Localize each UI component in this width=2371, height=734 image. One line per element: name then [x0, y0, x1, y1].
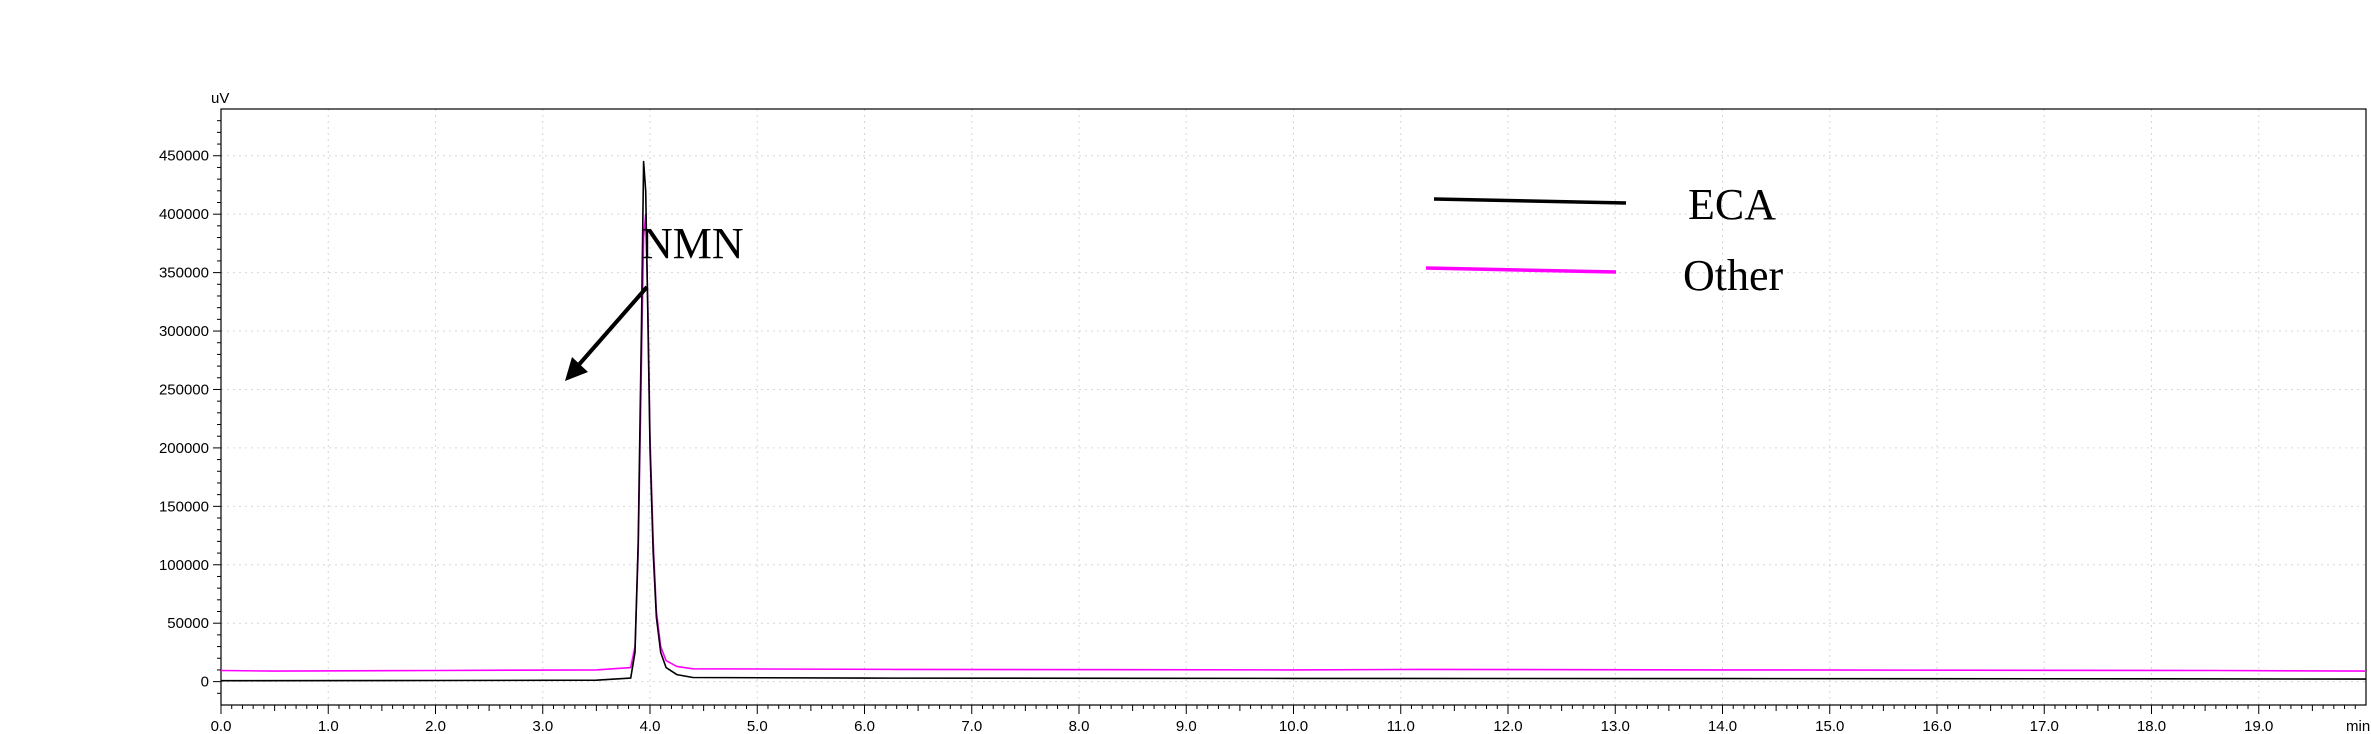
legend-swatch-eca	[1433, 197, 1627, 205]
arrowhead-icon	[565, 357, 588, 381]
x-tick-label: 18.0	[2137, 718, 2166, 734]
series-layer	[220, 160, 2367, 682]
x-unit-label: min	[2346, 718, 2370, 734]
plot-frame	[220, 108, 2367, 706]
legend-label-other: Other	[1683, 251, 1784, 300]
x-tick-label: 5.0	[747, 718, 768, 734]
series-line-eca	[220, 160, 2367, 682]
y-tick-label: 450000	[159, 148, 209, 165]
x-tick-label: 13.0	[1601, 718, 1630, 734]
y-tick-label: 200000	[159, 440, 209, 457]
legend-swatch-other	[1425, 266, 1617, 274]
x-tick-label: 7.0	[961, 718, 982, 734]
y-tick-label: 0	[201, 674, 209, 691]
x-axis: 0.0 1.0 2.0 3.0 4.0 5.0 6.0 7.0 8.0 9.0 10.0 11.0 12…	[211, 705, 2356, 734]
y-tick-label: 50000	[167, 615, 209, 632]
x-tick-label: 11.0	[1387, 718, 1415, 734]
x-tick-label: 15.0	[1815, 718, 1844, 734]
x-tick-label: 0.0	[211, 718, 232, 734]
x-tick-label: 8.0	[1069, 718, 1090, 734]
x-tick-label: 14.0	[1708, 718, 1737, 734]
peak-annotation: NMN	[565, 219, 744, 381]
legend-label-eca: ECA	[1688, 180, 1776, 229]
y-tick-label: 300000	[159, 323, 209, 340]
x-tick-label: 10.0	[1279, 718, 1308, 734]
y-tick-label: 100000	[159, 557, 209, 574]
y-tick-label: 400000	[159, 206, 209, 223]
x-tick-label: 4.0	[640, 718, 661, 734]
x-tick-label: 2.0	[425, 718, 446, 734]
x-tick-label: 9.0	[1176, 718, 1197, 734]
x-tick-label: 16.0	[1922, 718, 1951, 734]
x-tick-label: 19.0	[2244, 718, 2273, 734]
grid-lines	[221, 109, 2366, 705]
x-tick-label: 17.0	[2030, 718, 2059, 734]
x-tick-label: 3.0	[532, 718, 553, 734]
y-unit-label: uV	[211, 90, 229, 107]
annotation-label: NMN	[641, 219, 744, 268]
y-tick-label: 150000	[159, 498, 209, 515]
y-axis: 0 50000 100000 150000 200000 250000 300000 3500…	[159, 120, 221, 694]
x-tick-label: 6.0	[854, 718, 875, 734]
legend: ECA Other	[1425, 180, 1784, 300]
y-tick-label: 250000	[159, 381, 209, 398]
arrow-icon	[574, 285, 649, 370]
x-tick-label: 12.0	[1493, 718, 1522, 734]
x-tick-label: 1.0	[318, 718, 339, 734]
y-tick-label: 350000	[159, 265, 209, 282]
